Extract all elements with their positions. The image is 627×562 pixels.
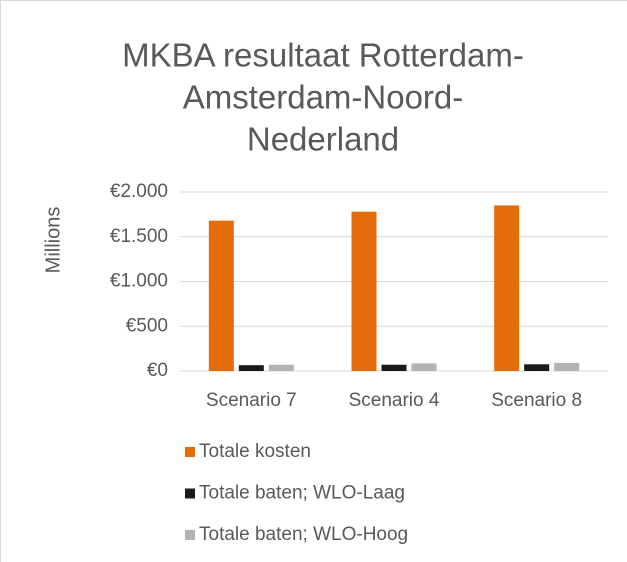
x-tick-label: Scenario 4 xyxy=(349,390,440,411)
y-tick-label: €500 xyxy=(126,315,168,336)
bar xyxy=(524,364,550,371)
legend-label: Totale baten; WLO-Hoog xyxy=(199,524,408,545)
legend-swatch xyxy=(185,447,195,457)
x-tick-label: Scenario 8 xyxy=(491,390,582,411)
legend-swatch xyxy=(185,488,195,499)
bar xyxy=(494,205,520,371)
x-tick-label: Scenario 7 xyxy=(206,390,297,411)
chart-title: Amsterdam-Noord- xyxy=(183,79,464,116)
y-tick-label: €1.500 xyxy=(110,226,168,247)
bar xyxy=(554,362,580,371)
bar xyxy=(411,363,437,371)
y-tick-label: €2.000 xyxy=(110,181,168,202)
chart-title: MKBA resultaat Rotterdam- xyxy=(122,37,524,74)
bar xyxy=(208,220,234,371)
legend-label: Totale kosten xyxy=(199,441,311,462)
legend-label: Totale baten; WLO-Laag xyxy=(199,483,405,504)
y-tick-label: €0 xyxy=(147,360,168,381)
bar xyxy=(351,211,377,371)
legend-swatch xyxy=(185,530,195,540)
bar xyxy=(268,364,294,371)
bar xyxy=(238,365,264,371)
bar xyxy=(381,364,407,371)
y-axis-label: Millions xyxy=(42,207,64,274)
y-tick-label: €1.000 xyxy=(110,271,168,292)
chart-title: Nederland xyxy=(247,121,399,158)
